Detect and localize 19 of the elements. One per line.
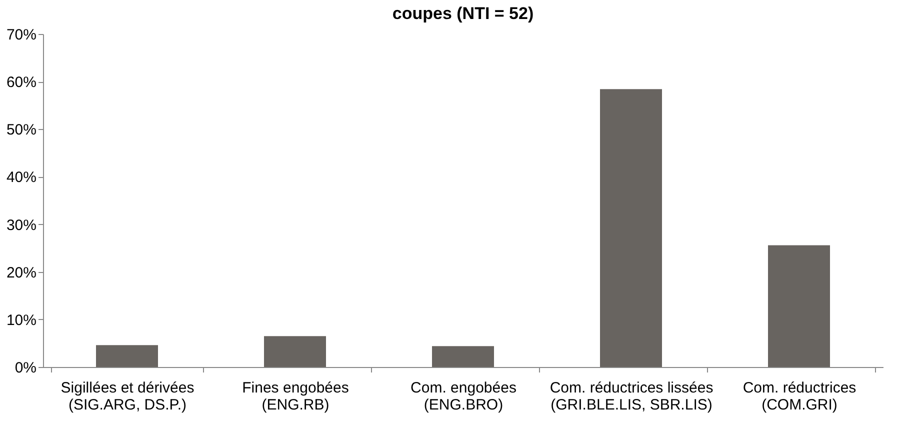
x-tick-label: Com. réductrices (COM.GRI)	[742, 380, 856, 414]
x-tick-label: Fines engobées (ENG.RB)	[242, 380, 349, 414]
y-tick-label: 0%	[14, 360, 36, 376]
y-tick-label: 30%	[6, 216, 36, 234]
y-tick-label: 60%	[6, 74, 36, 92]
x-tick-label: Com. réductrices lissées (GRI.BLE.LIS, SBR.LIS)	[550, 380, 714, 414]
bar	[96, 345, 158, 367]
y-tick-label: 10%	[6, 312, 36, 329]
bar	[432, 346, 494, 367]
bar	[768, 245, 830, 367]
y-tick-label: 40%	[6, 169, 36, 186]
y-tick-label: 20%	[6, 264, 36, 282]
x-tick-label: Com. engobées (ENG.BRO)	[410, 380, 516, 414]
x-tick-label: Sigillées et dérivées (SIG.ARG, DS.P.)	[60, 380, 194, 414]
bar	[264, 336, 326, 367]
chart-title: coupes (NTI = 52)	[392, 4, 534, 23]
bar	[600, 89, 662, 367]
y-tick-label: 70%	[6, 26, 36, 44]
y-tick-label: 50%	[6, 122, 36, 139]
